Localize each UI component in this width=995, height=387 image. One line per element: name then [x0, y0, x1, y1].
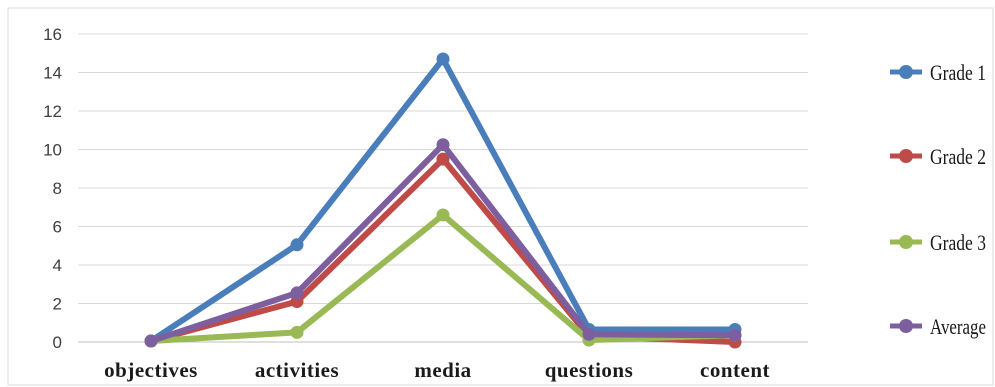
legend-swatch-marker [899, 235, 913, 249]
legend-label: Grade 3 [930, 230, 986, 255]
y-tick-label: 4 [53, 256, 62, 275]
chart-frame [7, 7, 994, 386]
data-point [290, 325, 304, 339]
data-point [436, 138, 450, 152]
legend-item: Grade 3 [890, 230, 986, 255]
legend-label: Grade 2 [930, 144, 986, 169]
y-axis-ticks: 0 2 4 6 8 10 12 14 16 [43, 25, 62, 352]
y-tick-label: 0 [53, 333, 62, 352]
legend-swatch-marker [899, 65, 913, 79]
data-point [436, 208, 450, 222]
legend: Grade 1 Grade 2 Grade 3 Average [890, 60, 986, 339]
data-point [582, 327, 596, 341]
legend-swatch-marker [899, 319, 913, 333]
x-tick-label: media [414, 358, 471, 382]
data-point [290, 286, 304, 300]
legend-label: Grade 1 [930, 60, 986, 85]
y-tick-label: 2 [53, 295, 62, 314]
x-tick-label: objectives [104, 358, 198, 382]
y-tick-label: 12 [43, 102, 62, 121]
legend-item: Grade 2 [890, 144, 986, 169]
legend-item: Average [890, 314, 986, 339]
y-tick-label: 10 [43, 141, 62, 160]
data-point [436, 52, 450, 66]
data-point [728, 328, 742, 342]
y-tick-label: 14 [43, 64, 62, 83]
legend-swatch-marker [899, 149, 913, 163]
y-tick-label: 8 [53, 179, 62, 198]
plot-series [144, 52, 742, 349]
data-point [290, 238, 304, 252]
data-point [436, 152, 450, 166]
y-tick-label: 6 [53, 218, 62, 237]
x-axis-ticks: objectives activities media questions conten… [104, 358, 770, 382]
x-tick-label: content [700, 358, 770, 382]
x-tick-label: activities [255, 358, 339, 382]
x-tick-label: questions [545, 358, 634, 382]
legend-item: Grade 1 [890, 60, 986, 85]
series-average [144, 138, 742, 348]
legend-label: Average [930, 314, 986, 339]
y-tick-label: 16 [43, 25, 62, 44]
data-point [144, 334, 158, 348]
